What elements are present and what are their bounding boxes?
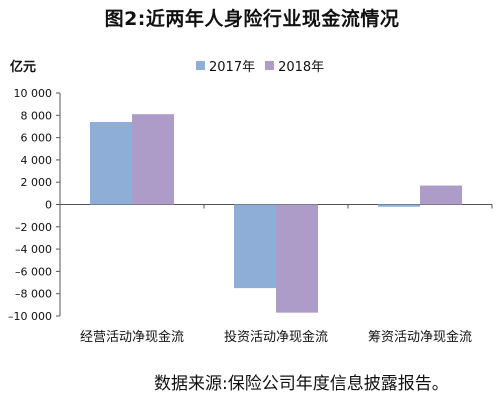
y-tick-label: 0	[45, 199, 52, 212]
legend-label-2018: 2018年	[278, 60, 325, 75]
x-category-label: 筹资活动净现金流	[368, 329, 472, 345]
y-tick-label: –10 000	[8, 310, 52, 323]
source-note: 数据来源:保险公司年度信息披露报告。	[154, 374, 449, 394]
chart-title: 图2:近两年人身险行业现金流情况	[104, 8, 400, 30]
bar-2017	[234, 204, 276, 289]
chart-legend: 2017年 2018年	[196, 56, 334, 75]
bar-2018	[420, 185, 462, 205]
y-tick-label: 6 000	[21, 132, 53, 145]
y-tick-label: 10 000	[14, 87, 53, 100]
bar-2018	[276, 204, 318, 313]
legend-swatch-2017	[196, 61, 205, 70]
y-tick-label: –4 000	[15, 243, 52, 256]
bar-2018	[132, 114, 174, 205]
bar-2017	[378, 204, 420, 207]
y-tick-label: 2 000	[21, 176, 53, 189]
legend-item-2017: 2017年	[196, 56, 255, 75]
y-tick-label: –2 000	[15, 221, 52, 234]
y-tick-label: –8 000	[15, 288, 52, 301]
y-tick-label: 8 000	[21, 109, 53, 122]
y-axis-unit-label: 亿元	[10, 60, 37, 75]
bar-2017	[90, 121, 132, 205]
y-tick-label: 4 000	[21, 154, 53, 167]
y-tick-label: –6 000	[15, 265, 52, 278]
legend-label-2017: 2017年	[209, 60, 256, 75]
legend-swatch-2018	[265, 61, 275, 70]
legend-item-2018: 2018年	[265, 56, 324, 75]
x-category-label: 经营活动净现金流	[80, 329, 184, 345]
x-category-label: 投资活动净现金流	[224, 329, 328, 345]
